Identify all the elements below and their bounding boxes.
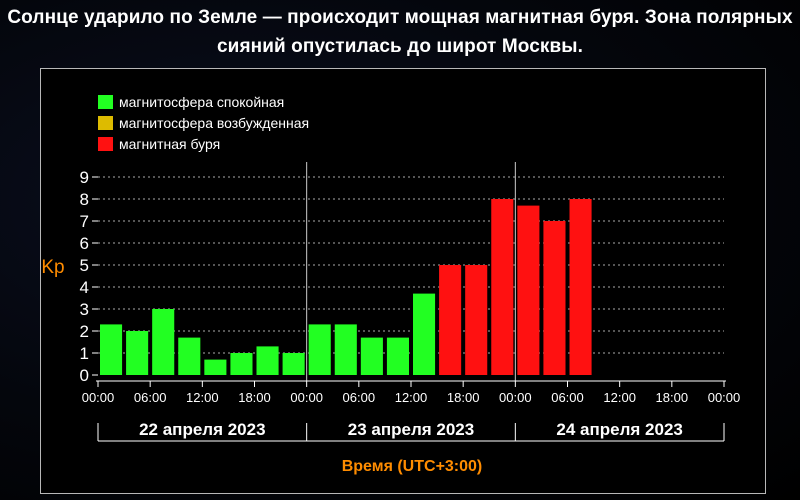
chart-panel <box>40 68 766 494</box>
y-tick-label: 5 <box>80 256 89 275</box>
kp-bar <box>308 324 331 375</box>
y-tick-label: 0 <box>80 366 89 385</box>
y-tick-label: 3 <box>80 300 89 319</box>
kp-bar <box>178 337 201 375</box>
kp-bar <box>386 337 409 375</box>
day-label: 23 апреля 2023 <box>348 420 474 439</box>
y-tick-label: 6 <box>80 234 89 253</box>
x-tick-label: 18:00 <box>656 390 689 405</box>
day-label: 24 апреля 2023 <box>556 420 682 439</box>
kp-bar <box>334 324 357 375</box>
y-tick-label: 4 <box>80 278 89 297</box>
kp-bar <box>256 346 279 375</box>
x-tick-label: 00:00 <box>290 390 323 405</box>
headline-line-1: Солнце ударило по Земле — происходит мощ… <box>7 7 793 28</box>
y-axis-label: Kp <box>41 257 64 278</box>
headline-line-2: сияний опустилась до широт Москвы. <box>217 36 583 57</box>
kp-bar <box>360 337 383 375</box>
x-tick-label: 12:00 <box>603 390 636 405</box>
x-tick-label: 12:00 <box>395 390 428 405</box>
x-tick-label: 18:00 <box>447 390 480 405</box>
x-tick-label: 00:00 <box>708 390 741 405</box>
legend-label: магнитная буря <box>119 136 220 152</box>
y-tick-label: 8 <box>80 190 89 209</box>
kp-bar <box>126 331 149 375</box>
kp-bar <box>569 199 592 375</box>
kp-bar <box>152 309 175 375</box>
kp-bar <box>517 205 540 375</box>
kp-bar <box>204 359 227 375</box>
x-tick-label: 18:00 <box>238 390 271 405</box>
y-tick-label: 1 <box>80 344 89 363</box>
x-tick-label: 06:00 <box>343 390 376 405</box>
kp-bar <box>282 353 305 375</box>
x-tick-label: 06:00 <box>134 390 167 405</box>
kp-bar <box>491 199 514 375</box>
y-tick-label: 2 <box>80 322 89 341</box>
kp-bar <box>230 353 253 375</box>
y-tick-label: 9 <box>80 168 89 187</box>
x-tick-label: 00:00 <box>82 390 115 405</box>
kp-bar <box>543 221 566 375</box>
legend-swatch <box>98 137 113 151</box>
x-tick-label: 00:00 <box>499 390 532 405</box>
x-tick-label: 12:00 <box>186 390 219 405</box>
kp-bar <box>439 265 462 375</box>
legend-label: магнитосфера возбужденная <box>119 115 309 131</box>
kp-bar <box>100 324 123 375</box>
y-tick-label: 7 <box>80 212 89 231</box>
kp-bar <box>465 265 488 375</box>
legend-swatch <box>98 95 113 109</box>
x-axis-label: Время (UTC+3:00) <box>342 458 483 475</box>
legend-swatch <box>98 116 113 130</box>
kp-bar <box>413 293 436 375</box>
day-label: 22 апреля 2023 <box>139 420 265 439</box>
legend-label: магнитосфера спокойная <box>119 94 284 110</box>
x-tick-label: 06:00 <box>551 390 584 405</box>
